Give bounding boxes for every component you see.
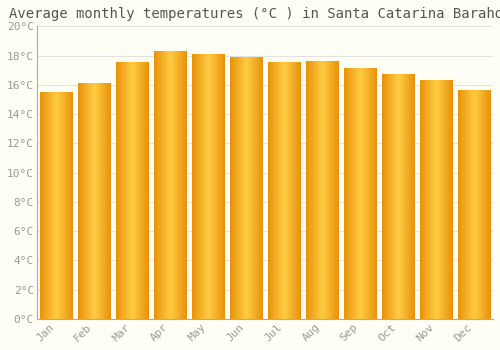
Title: Average monthly temperatures (°C ) in Santa Catarina Barahona: Average monthly temperatures (°C ) in Sa…	[10, 7, 500, 21]
